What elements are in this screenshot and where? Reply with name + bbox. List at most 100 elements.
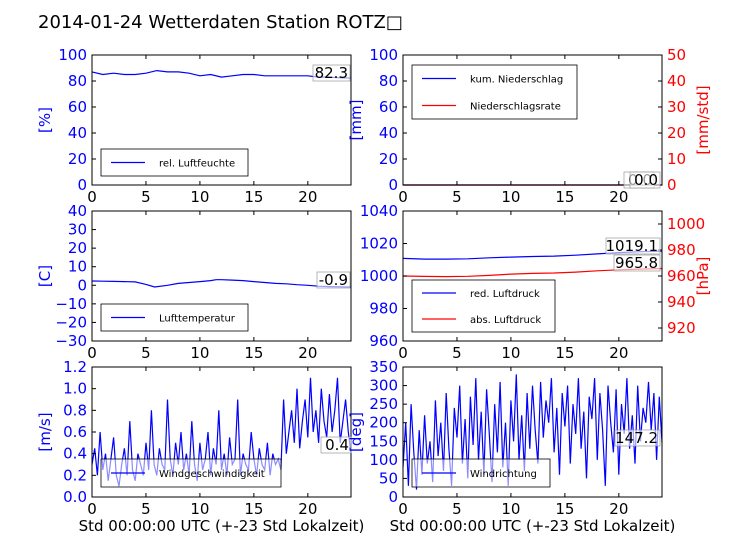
y-tick-label: 40 xyxy=(68,202,87,220)
x-tick-label: 0 xyxy=(398,344,408,362)
legend-label: Windgeschwindigkeit xyxy=(159,469,265,480)
series-line-temperature-0 xyxy=(91,279,352,288)
x-tick-label: 0 xyxy=(398,500,408,518)
y-tick-label: 960 xyxy=(369,332,398,350)
y-axis-label: [m/s] xyxy=(36,412,54,451)
x-tick-label: 5 xyxy=(141,188,151,206)
y-tick-label: 20 xyxy=(68,239,87,257)
x-tick-label: 10 xyxy=(190,500,209,518)
current-value-label-box xyxy=(312,64,351,82)
series-line-humidity-0 xyxy=(91,69,352,79)
x-tick-label: 20 xyxy=(298,500,317,518)
x-tick-label: 10 xyxy=(190,188,209,206)
x-axis-label: Std 00:00:00 UTC (+-23 Std Lokalzeit) xyxy=(390,517,676,535)
y-tick-label: 0 xyxy=(77,276,87,294)
plot-frame-winddir xyxy=(402,366,663,498)
current-value-label-box xyxy=(613,254,661,272)
y-right-tick-label: 940 xyxy=(667,293,696,311)
y-right-tick-label: 10 xyxy=(667,150,686,168)
x-tick-label: 5 xyxy=(141,344,151,362)
y-right-tick-label: 920 xyxy=(667,319,696,337)
x-tick-label: 0 xyxy=(87,344,97,362)
y-right-tick-label: 0 xyxy=(667,176,677,194)
x-tick-label: 15 xyxy=(244,188,263,206)
y-tick-label: 100 xyxy=(58,46,87,64)
x-tick-label: 5 xyxy=(452,344,462,362)
panel-temperature: 0 5 10 15 20−30−20−10010203040[C]Lufttempera… xyxy=(36,202,352,362)
x-tick-label: 5 xyxy=(452,500,462,518)
y-tick-label: 1.2 xyxy=(63,358,87,376)
y-right-tick-label: 960 xyxy=(667,267,696,285)
y-tick-label: 0.2 xyxy=(63,466,87,484)
y-tick-label: 0.8 xyxy=(63,401,87,419)
x-tick-label: 15 xyxy=(555,344,574,362)
current-value-label: 0.4 xyxy=(325,436,349,454)
y-right-tick-label: 50 xyxy=(667,46,686,64)
y-axis-label: [C] xyxy=(36,265,54,287)
y-tick-label: 20 xyxy=(68,150,87,168)
x-tick-label: 5 xyxy=(141,500,151,518)
y-tick-label: 10 xyxy=(68,258,87,276)
panel-pressure: 0 5 10 15 20 960 980 1000 1020 1040 920 940 960 980 10… xyxy=(360,202,712,362)
y-tick-label: 0 xyxy=(77,176,87,194)
x-tick-label: 10 xyxy=(501,344,520,362)
legend-label: Lufttemperatur xyxy=(159,314,236,325)
plot-frame-precip xyxy=(402,54,663,186)
x-axis-label: Std 00:00:00 UTC (+-23 Std Lokalzeit) xyxy=(79,517,365,535)
y-tick-label: 80 xyxy=(68,72,87,90)
x-tick-label: 20 xyxy=(298,344,317,362)
legend-box-pressure xyxy=(411,279,556,333)
x-tick-label: 20 xyxy=(609,188,628,206)
current-value-label: 0.0 xyxy=(634,171,658,189)
x-tick-label: 10 xyxy=(501,188,520,206)
y-tick-label: 1000 xyxy=(360,267,398,285)
legend-box-precip xyxy=(411,64,578,120)
y-tick-label: 0.4 xyxy=(63,445,87,463)
y-tick-label: 80 xyxy=(379,72,398,90)
legend-label: Windrichtung xyxy=(470,469,537,480)
x-tick-label: 0 xyxy=(398,188,408,206)
x-tick-label: 20 xyxy=(609,344,628,362)
current-value-label-box xyxy=(320,436,352,454)
current-value-label: 1019.1 xyxy=(606,237,659,255)
y-tick-label: −10 xyxy=(55,295,87,313)
y-tick-label: 0 xyxy=(388,488,398,506)
current-value-label-box xyxy=(605,237,661,255)
y-tick-label: 100 xyxy=(369,46,398,64)
current-value-label-box xyxy=(629,171,661,189)
y-axis-label: [%] xyxy=(36,107,54,133)
plot-frame-temperature xyxy=(91,210,352,342)
y-tick-label: 1040 xyxy=(360,202,398,220)
current-value-label-box xyxy=(614,429,661,447)
y-right-tick-label: 30 xyxy=(667,98,686,116)
series-line-winddir-0 xyxy=(402,374,663,490)
x-tick-label: 15 xyxy=(244,500,263,518)
y-tick-label: 60 xyxy=(379,98,398,116)
current-value-label: 965.8 xyxy=(615,254,658,272)
plot-frame-humidity xyxy=(91,54,352,186)
y-tick-label: 100 xyxy=(369,451,398,469)
y-tick-label: 30 xyxy=(68,221,87,239)
panel-precip: 0 5 10 15 20 0 20 40 60 80 100 0 10 20 30 40 50 [mm] [mm/s… xyxy=(347,46,712,206)
y-tick-label: 50 xyxy=(379,469,398,487)
y-tick-label: 350 xyxy=(369,358,398,376)
y-tick-label: 300 xyxy=(369,377,398,395)
legend-box-winddir xyxy=(411,458,551,488)
y-tick-label: −20 xyxy=(55,313,87,331)
x-tick-label: 5 xyxy=(452,188,462,206)
current-value-label: 147.2 xyxy=(615,429,658,447)
legend-label: abs. Luftdruck xyxy=(470,315,541,326)
current-value-label-box xyxy=(316,271,351,289)
x-tick-label: 10 xyxy=(190,344,209,362)
current-value-label: 82.3 xyxy=(315,64,348,82)
figure-title: 2014-01-24 Wetterdaten Station ROTZ□ xyxy=(38,12,403,33)
y-tick-label: 200 xyxy=(369,414,398,432)
y-right-tick-label: 40 xyxy=(667,72,686,90)
panel-humidity: 0 5 10 15 20 0 20 40 60 80 100 [%] rel. Luftfeuchte 8… xyxy=(36,46,352,206)
y-right-axis-label: [hPa] xyxy=(694,257,712,296)
x-tick-label: 20 xyxy=(609,500,628,518)
y-tick-label: 60 xyxy=(68,98,87,116)
y-tick-label: 1020 xyxy=(360,235,398,253)
